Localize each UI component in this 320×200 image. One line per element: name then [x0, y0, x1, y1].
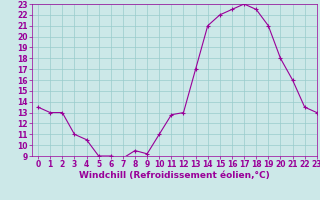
- X-axis label: Windchill (Refroidissement éolien,°C): Windchill (Refroidissement éolien,°C): [79, 171, 270, 180]
